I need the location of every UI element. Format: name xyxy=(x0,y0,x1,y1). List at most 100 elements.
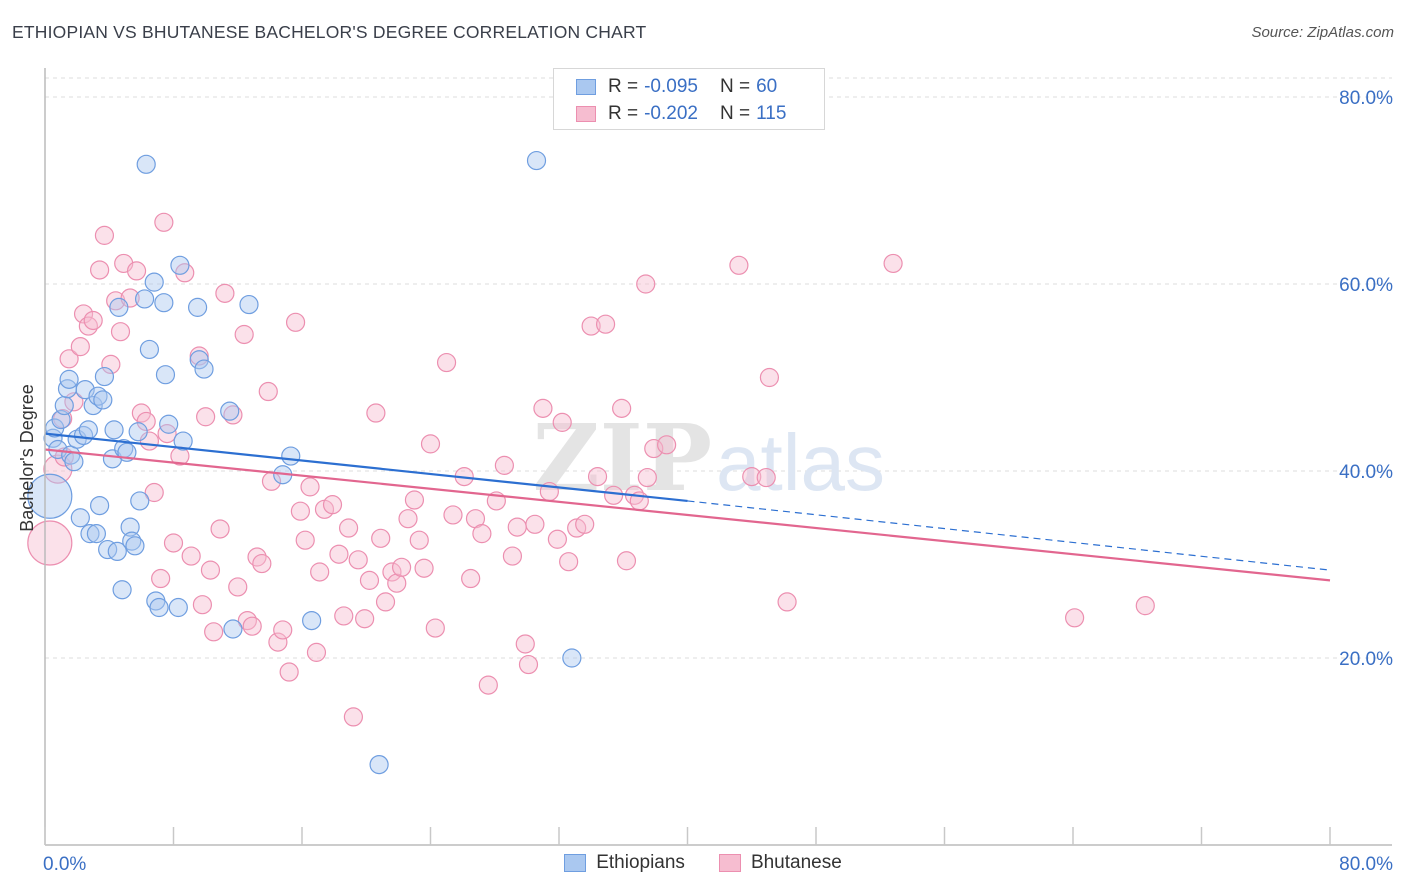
stats-legend: R = -0.095 N = 60 R = -0.202 N = 115 xyxy=(553,68,825,130)
ethiopian-point xyxy=(526,150,547,171)
ethiopian-point xyxy=(51,409,71,430)
bhutanese-point xyxy=(338,518,359,538)
legend-r-label: R = xyxy=(608,103,639,124)
legend-item-ethiopians[interactable]: Ethiopians xyxy=(564,852,685,874)
ethiopian-trend-extension xyxy=(687,500,1331,571)
bhutanese-point xyxy=(436,352,457,373)
legend-swatch-bhutanese xyxy=(718,854,741,872)
bhutanese-point xyxy=(83,310,103,331)
legend-r-label: R = xyxy=(608,76,639,97)
bhutanese-point xyxy=(126,261,147,281)
bhutanese-point xyxy=(552,412,572,432)
ethiopian-point xyxy=(70,508,90,528)
y-tick-label: 40.0% xyxy=(1339,462,1393,483)
x-tick-label: 80.0% xyxy=(1339,854,1393,875)
bhutanese-point xyxy=(210,519,230,539)
chart-source: Source: ZipAtlas.com xyxy=(1251,24,1394,41)
bhutanese-point xyxy=(575,514,595,534)
ethiopian-point xyxy=(128,422,148,442)
y-tick-label: 60.0% xyxy=(1339,275,1393,296)
ethiopian-point xyxy=(98,539,118,560)
x-tick-label: 0.0% xyxy=(43,854,86,875)
bhutanese-point xyxy=(359,570,380,590)
ethiopian-point xyxy=(109,297,129,317)
watermark-layer: ZIP atlas xyxy=(533,404,885,512)
bhutanese-point xyxy=(295,530,315,550)
ethiopian-point xyxy=(194,359,214,379)
ethiopian-point xyxy=(90,495,110,516)
bhutanese-point xyxy=(306,642,327,662)
legend-swatch-bhutanese xyxy=(576,106,596,122)
bhutanese-point xyxy=(258,381,278,402)
ethiopian-point xyxy=(107,541,127,562)
bhutanese-point xyxy=(110,322,131,342)
bhutanese-point xyxy=(59,349,79,369)
bhutanese-point xyxy=(268,632,288,652)
bhutanese-point xyxy=(443,505,463,525)
bhutanese-point xyxy=(595,314,616,334)
bhutanese-point xyxy=(252,553,272,574)
bhutanese-point xyxy=(192,595,213,615)
bhutanese-point xyxy=(502,546,523,566)
bhutanese-point xyxy=(343,707,363,727)
bhutanese-point xyxy=(1135,596,1155,616)
ethiopian-point xyxy=(64,452,84,472)
ethiopian-point xyxy=(134,289,155,309)
ethiopian-point xyxy=(27,473,73,519)
bhutanese-point xyxy=(756,467,776,488)
ethiopian-point xyxy=(104,420,124,440)
ethiopian-point xyxy=(120,517,140,537)
legend-row-bhutanese: R = -0.202 N = 115 xyxy=(576,102,786,126)
bhutanese-point xyxy=(204,622,224,642)
ethiopian-points xyxy=(27,150,582,775)
bhutanese-point xyxy=(371,528,391,548)
legend-label-ethiopians: Ethiopians xyxy=(596,852,685,873)
bhutanese-point xyxy=(461,568,481,589)
legend-swatch-ethiopians xyxy=(576,79,596,95)
ethiopian-point xyxy=(59,369,79,389)
bhutanese-point xyxy=(507,517,527,537)
bhutanese-point xyxy=(375,592,396,612)
bhutanese-point xyxy=(181,546,201,566)
ethiopian-point xyxy=(281,446,301,466)
ethiopian-point xyxy=(78,420,98,440)
bhutanese-point xyxy=(366,403,386,423)
bhutanese-point xyxy=(300,477,320,497)
bhutanese-point xyxy=(759,367,780,388)
bhutanese-point xyxy=(322,495,343,515)
bhutanese-point xyxy=(644,438,664,459)
bhutanese-point xyxy=(94,225,115,245)
legend-n-label: N = xyxy=(719,103,751,124)
bhutanese-point xyxy=(144,482,164,503)
bhutanese-point xyxy=(637,467,657,488)
ethiopian-point xyxy=(173,431,193,451)
legend-item-bhutanese[interactable]: Bhutanese xyxy=(718,852,842,874)
bhutanese-point xyxy=(604,485,624,505)
ethiopian-point xyxy=(83,395,103,416)
bhutanese-point xyxy=(533,398,553,418)
bhutanese-point xyxy=(285,312,306,332)
bhutanese-point xyxy=(547,529,567,549)
ethiopian-point xyxy=(144,272,164,292)
bhutanese-point xyxy=(657,435,677,455)
bhutanese-point xyxy=(136,411,156,432)
watermark-atlas: atlas xyxy=(716,418,885,507)
bhutanese-point xyxy=(120,288,140,308)
legend-r-value: -0.095 xyxy=(644,76,698,97)
y-axis-label: Bachelor's Degree xyxy=(17,384,37,532)
bhutanese-point xyxy=(382,562,402,582)
chart-title: ETHIOPIAN VS BHUTANESE BACHELOR'S DEGREE… xyxy=(12,22,647,42)
bhutanese-point xyxy=(391,557,412,577)
bhutanese-points xyxy=(27,212,1155,727)
legend-n-label: N = xyxy=(719,76,751,97)
trend-layer xyxy=(44,432,1331,582)
bhutanese-point xyxy=(581,316,601,336)
ethiopian-point xyxy=(223,619,243,639)
legend-row-ethiopians: R = -0.095 N = 60 xyxy=(576,75,777,99)
grid-layer xyxy=(45,77,1392,659)
bhutanese-point xyxy=(310,562,330,582)
bhutanese-point xyxy=(525,514,545,534)
bhutanese-point xyxy=(234,324,254,345)
bhutanese-point xyxy=(200,560,221,580)
